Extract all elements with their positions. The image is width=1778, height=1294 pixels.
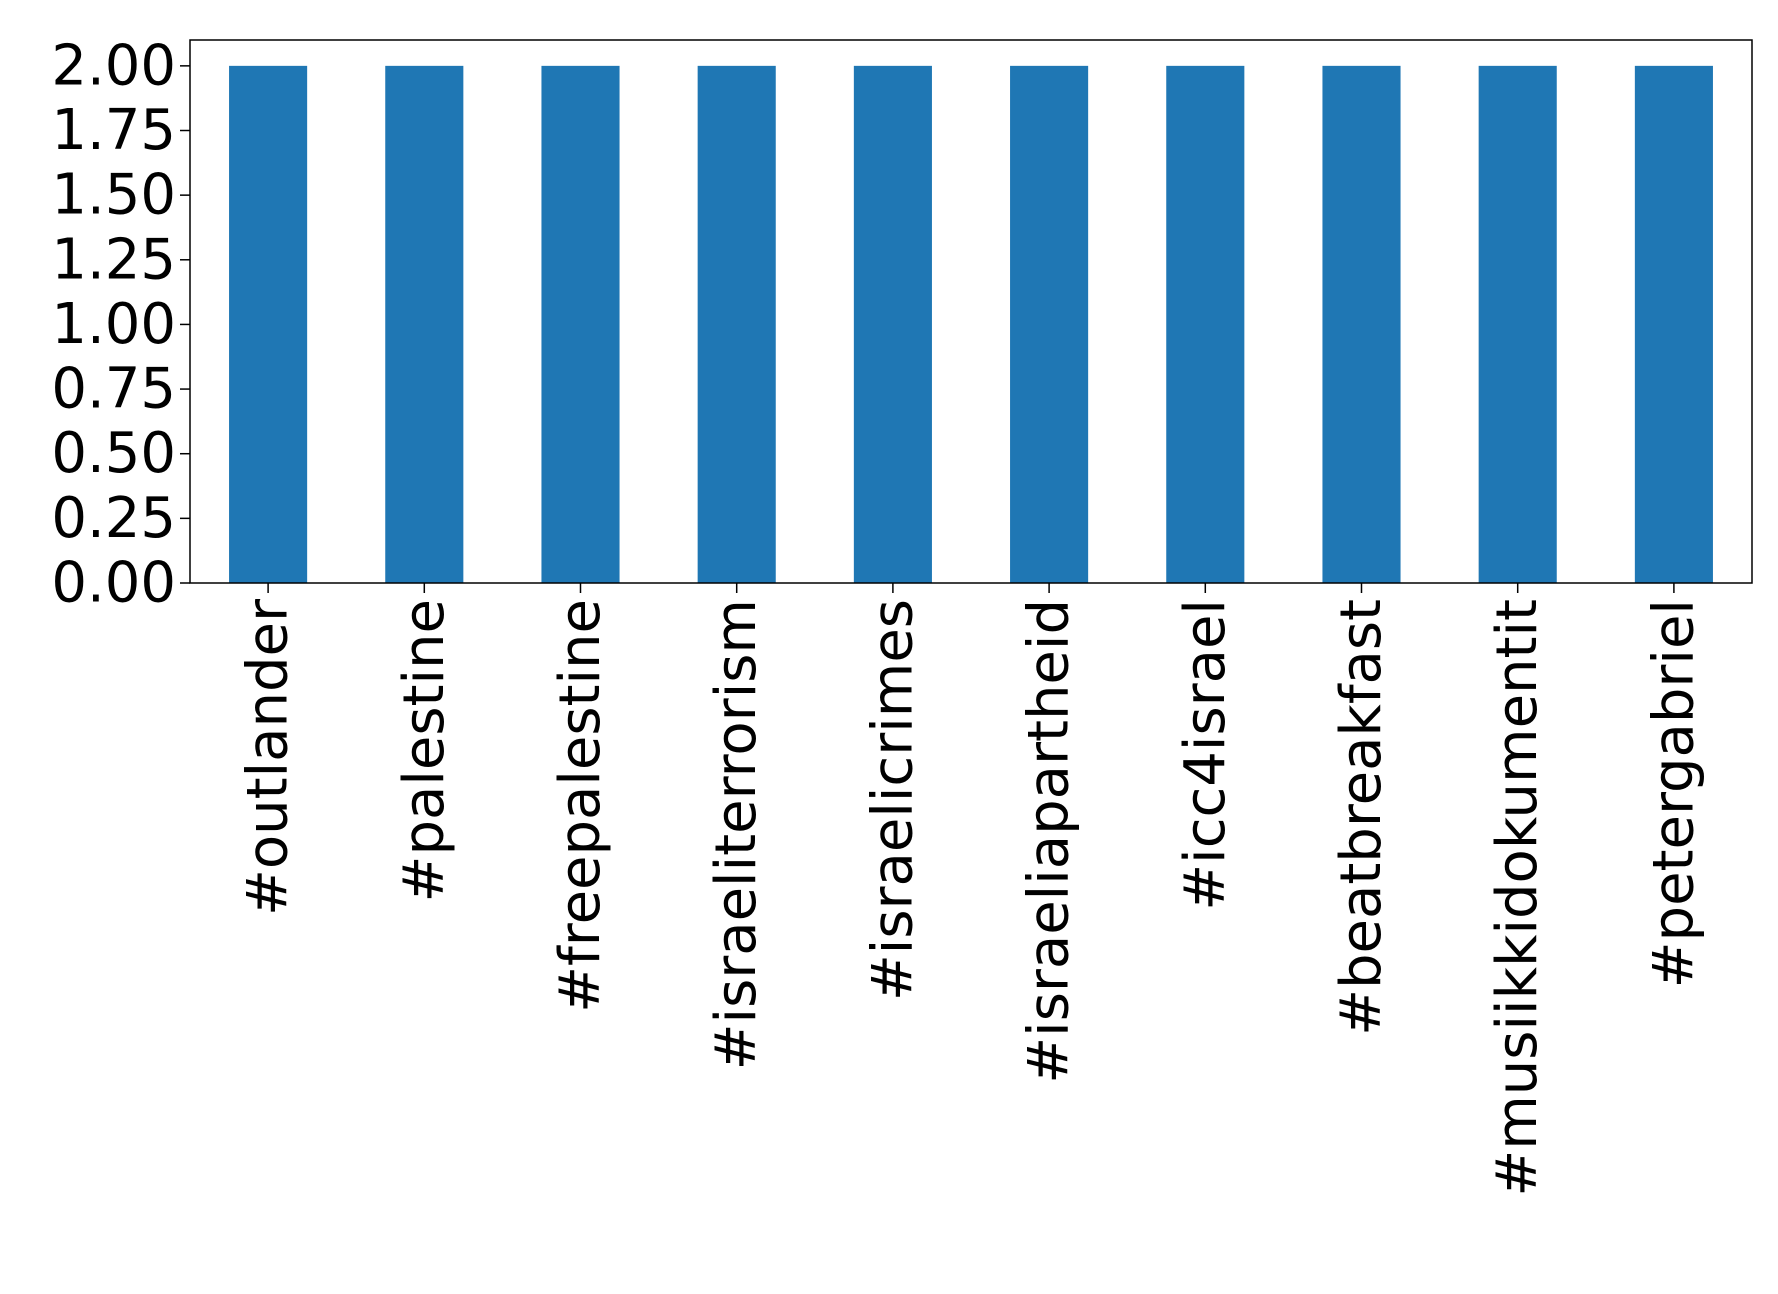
bar-israeliapartheid: [1010, 65, 1089, 584]
x-tick-label-palestine: #palestine: [392, 599, 457, 902]
x-axis: #outlander #palestine #freepalestine #israe…: [236, 583, 1706, 1197]
bar-petergabriel: [1634, 65, 1713, 584]
x-tick-label-israelicrimes: #israelicrimes: [860, 599, 925, 1001]
bar-musiikkidokumentit: [1478, 65, 1557, 584]
x-tick-label-petergabriel: #petergabriel: [1641, 599, 1706, 988]
bar-icc4israel: [1166, 65, 1245, 584]
x-tick-label-beatbreakfast: #beatbreakfast: [1329, 599, 1394, 1036]
y-tick-label: 2.00: [51, 33, 176, 98]
bar-palestine: [385, 65, 464, 584]
x-tick-label-israeliterrorism: #israeliterrorism: [704, 599, 769, 1070]
x-tick-label-israeliapartheid: #israeliapartheid: [1017, 599, 1082, 1084]
y-tick-label: 1.50: [51, 163, 176, 228]
y-tick-label: 0.00: [51, 551, 176, 616]
plot-area-frame: [189, 39, 1753, 584]
bar-israelicrimes: [853, 65, 932, 584]
bar-beatbreakfast: [1322, 65, 1401, 584]
y-tick-label: 0.25: [51, 486, 176, 551]
y-axis: 0.000.250.500.751.001.251.501.752.00: [51, 33, 190, 616]
y-tick-label: 1.00: [51, 292, 176, 357]
x-tick-label-icc4israel: #icc4israel: [1173, 599, 1238, 911]
x-tick-label-outlander: #outlander: [236, 598, 301, 916]
y-tick-label: 1.75: [51, 98, 176, 163]
x-tick-label-freepalestine: #freepalestine: [548, 599, 613, 1013]
bar-israeliterrorism: [697, 65, 776, 584]
bars: [229, 65, 1713, 584]
y-tick-label: 0.75: [51, 357, 176, 422]
y-tick-label: 1.25: [51, 227, 176, 292]
bar-outlander: [229, 65, 308, 584]
bar-freepalestine: [541, 65, 620, 584]
x-tick-label-musiikkidokumentit: #musiikkidokumentit: [1485, 599, 1550, 1197]
y-tick-label: 0.50: [51, 421, 176, 486]
